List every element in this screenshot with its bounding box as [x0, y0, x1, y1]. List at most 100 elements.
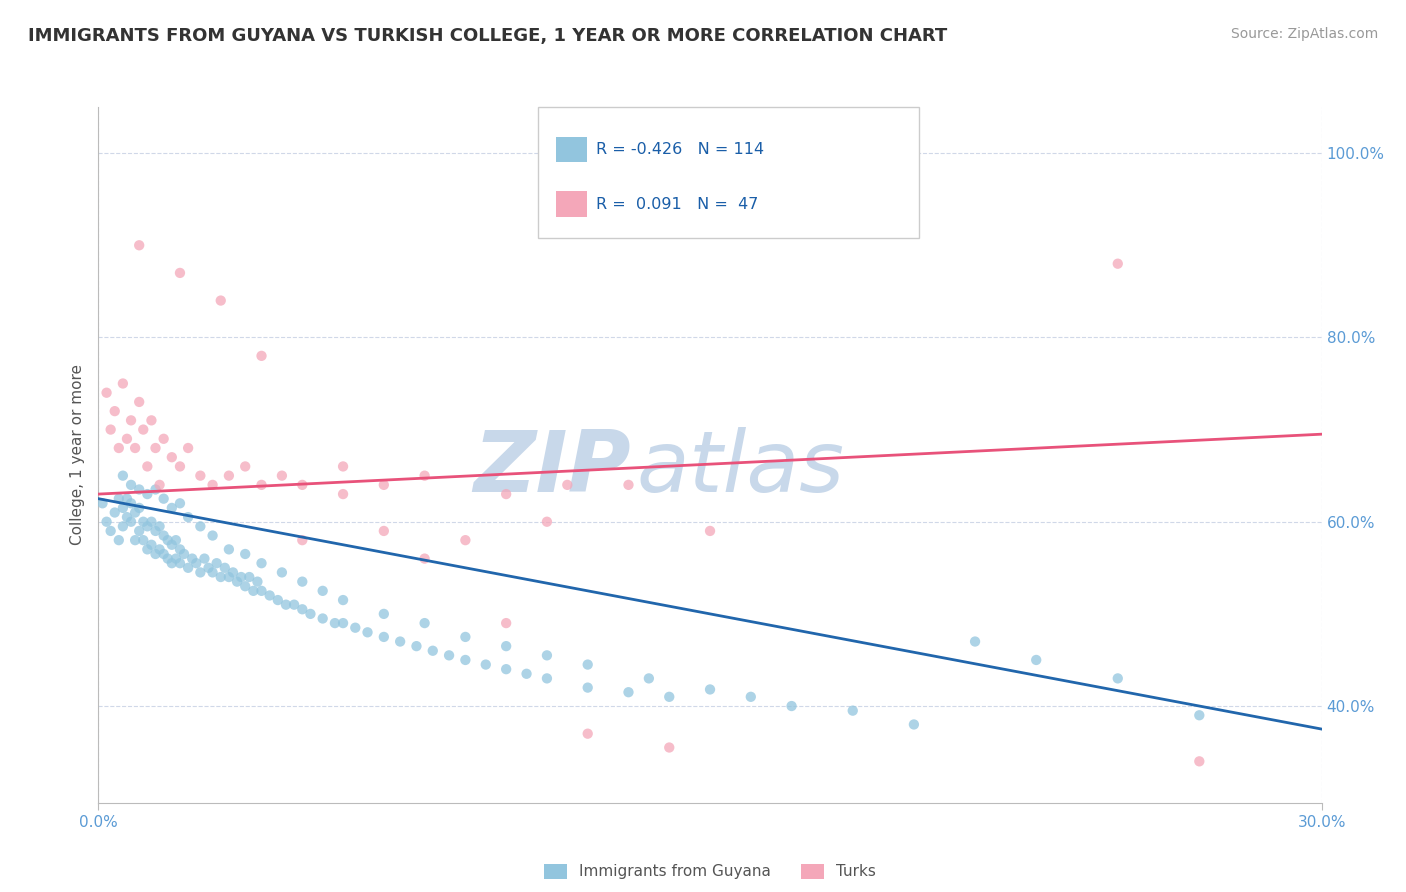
Point [413, 468, 436, 483]
Point [209, 293, 232, 308]
Point [128, 483, 150, 497]
Point [108, 441, 131, 455]
Point [152, 491, 174, 506]
Point [1025, 653, 1047, 667]
Point [299, 607, 322, 621]
Point [115, 510, 138, 524]
Point [841, 704, 863, 718]
Point [238, 570, 260, 584]
Point [259, 589, 281, 603]
Point [188, 468, 212, 483]
Point [222, 566, 245, 580]
Point [111, 376, 134, 391]
Point [274, 598, 297, 612]
Point [124, 533, 146, 548]
Point [141, 515, 163, 529]
Point [128, 238, 150, 252]
Point [344, 621, 367, 635]
Point [780, 699, 803, 714]
Point [740, 690, 762, 704]
Point [111, 468, 134, 483]
Point [100, 423, 122, 437]
Legend: Immigrants from Guyana, Turks: Immigrants from Guyana, Turks [537, 857, 883, 886]
Point [291, 478, 314, 492]
Point [658, 690, 681, 704]
Point [201, 478, 224, 492]
Point [332, 616, 354, 631]
Point [120, 496, 142, 510]
Point [128, 395, 150, 409]
Point [250, 478, 273, 492]
Point [115, 491, 138, 506]
Point [965, 634, 987, 648]
Point [495, 662, 517, 676]
Point [96, 515, 118, 529]
Point [177, 561, 200, 575]
Point [108, 533, 131, 548]
Point [373, 478, 395, 492]
Point [1188, 755, 1211, 769]
Point [536, 672, 558, 686]
Point [576, 657, 599, 672]
Point [373, 630, 395, 644]
Text: IMMIGRANTS FROM GUYANA VS TURKISH COLLEGE, 1 YEAR OR MORE CORRELATION CHART: IMMIGRANTS FROM GUYANA VS TURKISH COLLEG… [28, 27, 948, 45]
Point [332, 459, 354, 474]
Point [136, 487, 159, 501]
Point [332, 593, 354, 607]
Point [413, 616, 436, 631]
Point [156, 533, 179, 548]
Point [181, 551, 204, 566]
Point [96, 385, 118, 400]
Point [312, 583, 335, 598]
Point [413, 551, 436, 566]
Point [169, 459, 191, 474]
Point [454, 533, 477, 548]
Point [124, 441, 146, 455]
Point [145, 524, 167, 538]
Point [405, 639, 427, 653]
Point [160, 450, 183, 465]
Point [242, 583, 264, 598]
Point [495, 639, 517, 653]
Point [495, 487, 517, 501]
Point [201, 528, 224, 542]
Point [115, 432, 138, 446]
Point [186, 556, 208, 570]
Point [283, 598, 305, 612]
Point [111, 519, 134, 533]
Point [188, 519, 212, 533]
Point [160, 538, 183, 552]
Point [132, 423, 155, 437]
Point [270, 566, 294, 580]
Point [152, 432, 174, 446]
Point [231, 570, 253, 584]
Point [145, 547, 167, 561]
Point [136, 542, 159, 557]
Point [124, 506, 146, 520]
Point [91, 496, 114, 510]
Point [291, 533, 314, 548]
Point [128, 500, 150, 515]
Point [474, 657, 498, 672]
Point [141, 538, 163, 552]
Point [160, 500, 183, 515]
Point [149, 478, 172, 492]
Point [104, 404, 127, 418]
Point [218, 542, 240, 557]
Point [120, 515, 142, 529]
Point [373, 524, 395, 538]
Point [173, 547, 195, 561]
Text: atlas: atlas [637, 427, 845, 510]
Point [267, 593, 290, 607]
Text: R =  0.091   N =  47: R = 0.091 N = 47 [596, 197, 758, 211]
Point [132, 515, 155, 529]
Point [177, 510, 200, 524]
Point [323, 616, 346, 631]
Point [177, 441, 200, 455]
Point [356, 625, 378, 640]
Point [536, 515, 558, 529]
Point [100, 524, 122, 538]
Point [201, 566, 224, 580]
Point [156, 551, 179, 566]
Point [495, 616, 517, 631]
